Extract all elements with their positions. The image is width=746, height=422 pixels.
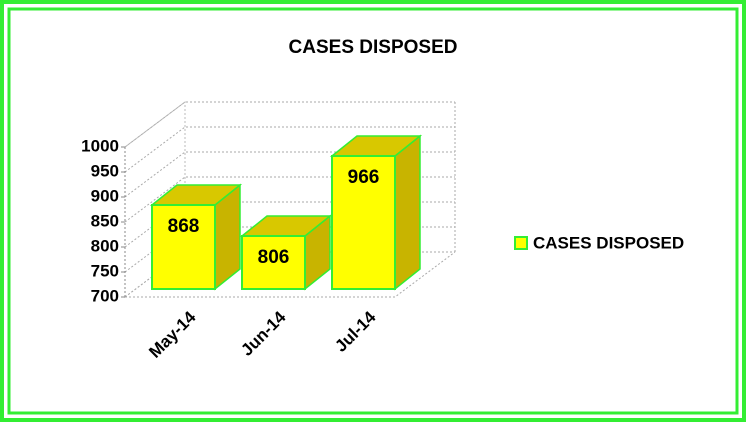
y-tick-label: 950 (91, 161, 119, 180)
legend-label: CASES DISPOSED (533, 233, 684, 252)
chart-title: CASES DISPOSED (289, 37, 458, 58)
floor-edge (125, 251, 456, 298)
grid-line (124, 201, 455, 248)
y-tick-label: 800 (91, 236, 119, 255)
y-tick-label: 700 (91, 286, 119, 305)
bar (241, 235, 306, 290)
bar (331, 155, 396, 290)
grid-line (124, 176, 455, 223)
grid-line (124, 151, 455, 198)
legend-swatch (514, 236, 528, 250)
y-tick-label: 1000 (81, 136, 119, 155)
y-tick-label: 850 (91, 211, 119, 230)
y-tick-label: 750 (91, 261, 119, 280)
bar (151, 204, 216, 290)
grid-line (124, 251, 455, 298)
data-label: 806 (258, 247, 290, 268)
bar-side (394, 134, 421, 291)
data-label: 868 (168, 216, 200, 237)
data-label: 966 (348, 167, 380, 188)
grid-line (124, 101, 455, 148)
grid-line (124, 126, 455, 173)
inner-frame (7, 7, 739, 415)
y-tick-label: 900 (91, 186, 119, 205)
grid-line (124, 226, 455, 273)
